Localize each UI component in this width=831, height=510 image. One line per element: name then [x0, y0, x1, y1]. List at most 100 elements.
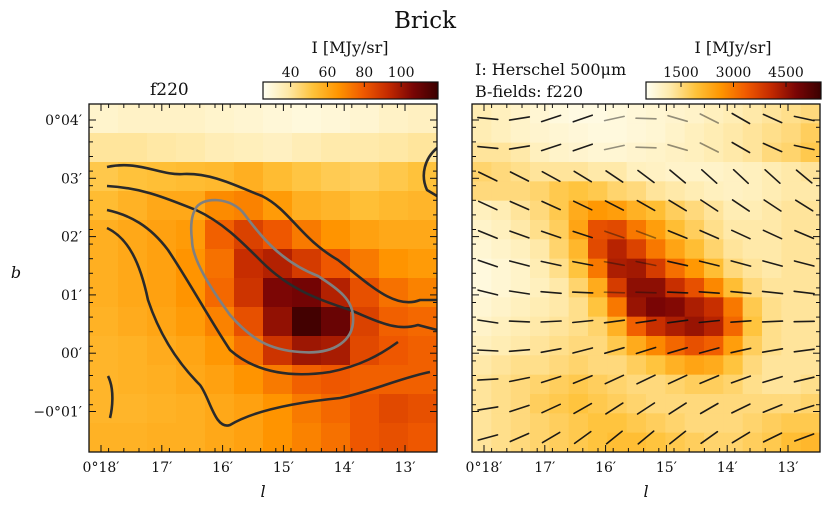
- bfield-segment: [572, 200, 593, 211]
- bfield-segment: [508, 290, 531, 295]
- heatmap-cell: [762, 162, 782, 182]
- heatmap-cell: [263, 249, 293, 279]
- heatmap-cell: [472, 374, 492, 395]
- bfield-segment: [635, 346, 657, 355]
- heatmap-cell: [530, 336, 550, 356]
- heatmap-cell: [626, 104, 647, 124]
- bfield-segment: [477, 259, 499, 268]
- heatmap-cell: [379, 307, 409, 337]
- bfield-segment: [509, 432, 530, 443]
- heatmap-cell: [350, 278, 380, 308]
- bfield-segment: [540, 375, 562, 384]
- heatmap-cell: [723, 239, 744, 260]
- bfield-segment: [699, 229, 720, 240]
- heatmap-cell: [781, 316, 802, 337]
- bfield-segment: [476, 378, 499, 381]
- heatmap-cell: [491, 239, 512, 260]
- bfield-segment: [731, 199, 751, 212]
- bfield-segment: [604, 200, 625, 211]
- heatmap-cell: [665, 394, 686, 414]
- heatmap-cell: [665, 432, 686, 452]
- heatmap-cell: [292, 394, 322, 424]
- heatmap-cell: [350, 220, 380, 250]
- bfield-segment: [698, 290, 721, 295]
- bfield-segment: [794, 229, 815, 240]
- heatmap-cell: [379, 133, 409, 163]
- bfield-segment: [572, 143, 594, 152]
- bfield-segment: [730, 347, 752, 354]
- heatmap-cell: [549, 432, 570, 452]
- bfield-segment: [730, 319, 752, 324]
- heatmap-cell: [684, 394, 705, 414]
- heatmap-cell: [800, 239, 820, 260]
- heatmap-cell: [742, 336, 763, 356]
- left-contours: [106, 147, 437, 427]
- heatmap-cell: [684, 162, 705, 182]
- x-tick-label: 16′: [212, 460, 233, 476]
- heatmap-cell: [408, 365, 437, 395]
- heatmap-cell: [704, 258, 724, 279]
- heatmap-cell: [607, 336, 628, 356]
- heatmap-cell: [350, 133, 380, 163]
- heatmap-cell: [588, 355, 608, 376]
- heatmap-cell: [665, 355, 686, 376]
- heatmap-cell: [292, 191, 322, 221]
- heatmap-cell: [205, 365, 235, 395]
- heatmap-cell: [321, 307, 351, 337]
- heatmap-cell: [742, 200, 763, 221]
- bfield-segment: [699, 142, 720, 153]
- bfield-segment: [573, 402, 593, 415]
- heatmap-cell: [472, 123, 492, 144]
- colorbar-tick-label: 4500: [768, 65, 804, 81]
- heatmap-cell: [781, 239, 802, 260]
- heatmap-cell: [491, 123, 512, 144]
- y-tick-label: 03′: [61, 171, 82, 187]
- heatmap-cell: [530, 355, 550, 376]
- heatmap-cell: [646, 200, 666, 221]
- heatmap-cell: [684, 413, 705, 434]
- heatmap-cell: [292, 249, 322, 279]
- colorbar-tick-label: 3000: [716, 65, 752, 81]
- bfield-segment: [698, 347, 720, 354]
- heatmap-cell: [491, 316, 512, 337]
- bfield-segment: [572, 230, 594, 239]
- heatmap-cell: [510, 123, 531, 144]
- heatmap-cell: [742, 142, 763, 163]
- heatmap-cell: [263, 162, 293, 192]
- bfield-segment: [540, 230, 562, 239]
- x-tick-label: 14′: [717, 460, 738, 476]
- heatmap-cell: [234, 220, 264, 250]
- bfield-segment: [731, 431, 751, 444]
- heatmap-cell: [800, 162, 820, 182]
- heatmap-cell: [607, 355, 628, 376]
- heatmap-cell: [549, 162, 570, 182]
- heatmap-cell: [491, 181, 512, 202]
- heatmap-cell: [176, 249, 206, 279]
- right-colorbar-ticks: [680, 82, 787, 87]
- heatmap-cell: [646, 413, 666, 434]
- bfield-segment: [635, 291, 657, 294]
- heatmap-cell: [742, 432, 763, 452]
- bfield-segment: [795, 169, 813, 184]
- heatmap-cell: [800, 123, 820, 144]
- heatmap-cell: [684, 142, 705, 163]
- heatmap-cell: [549, 316, 570, 337]
- heatmap-cell: [781, 104, 802, 124]
- heatmap-cell: [781, 258, 802, 279]
- heatmap-cell: [321, 220, 351, 250]
- heatmap-cell: [205, 394, 235, 424]
- heatmap-cell: [234, 133, 264, 163]
- heatmap-cell: [176, 365, 206, 395]
- heatmap-cell: [646, 316, 666, 337]
- heatmap-cell: [292, 365, 322, 395]
- bfield-segment: [666, 319, 689, 324]
- heatmap-cell: [588, 297, 608, 318]
- heatmap-cell: [89, 394, 119, 424]
- heatmap-cell: [568, 181, 589, 202]
- bfield-segment: [793, 290, 815, 295]
- heatmap-cell: [626, 297, 647, 318]
- x-tick-label: 13′: [778, 460, 799, 476]
- heatmap-cell: [568, 355, 589, 376]
- heatmap-cell: [588, 123, 608, 144]
